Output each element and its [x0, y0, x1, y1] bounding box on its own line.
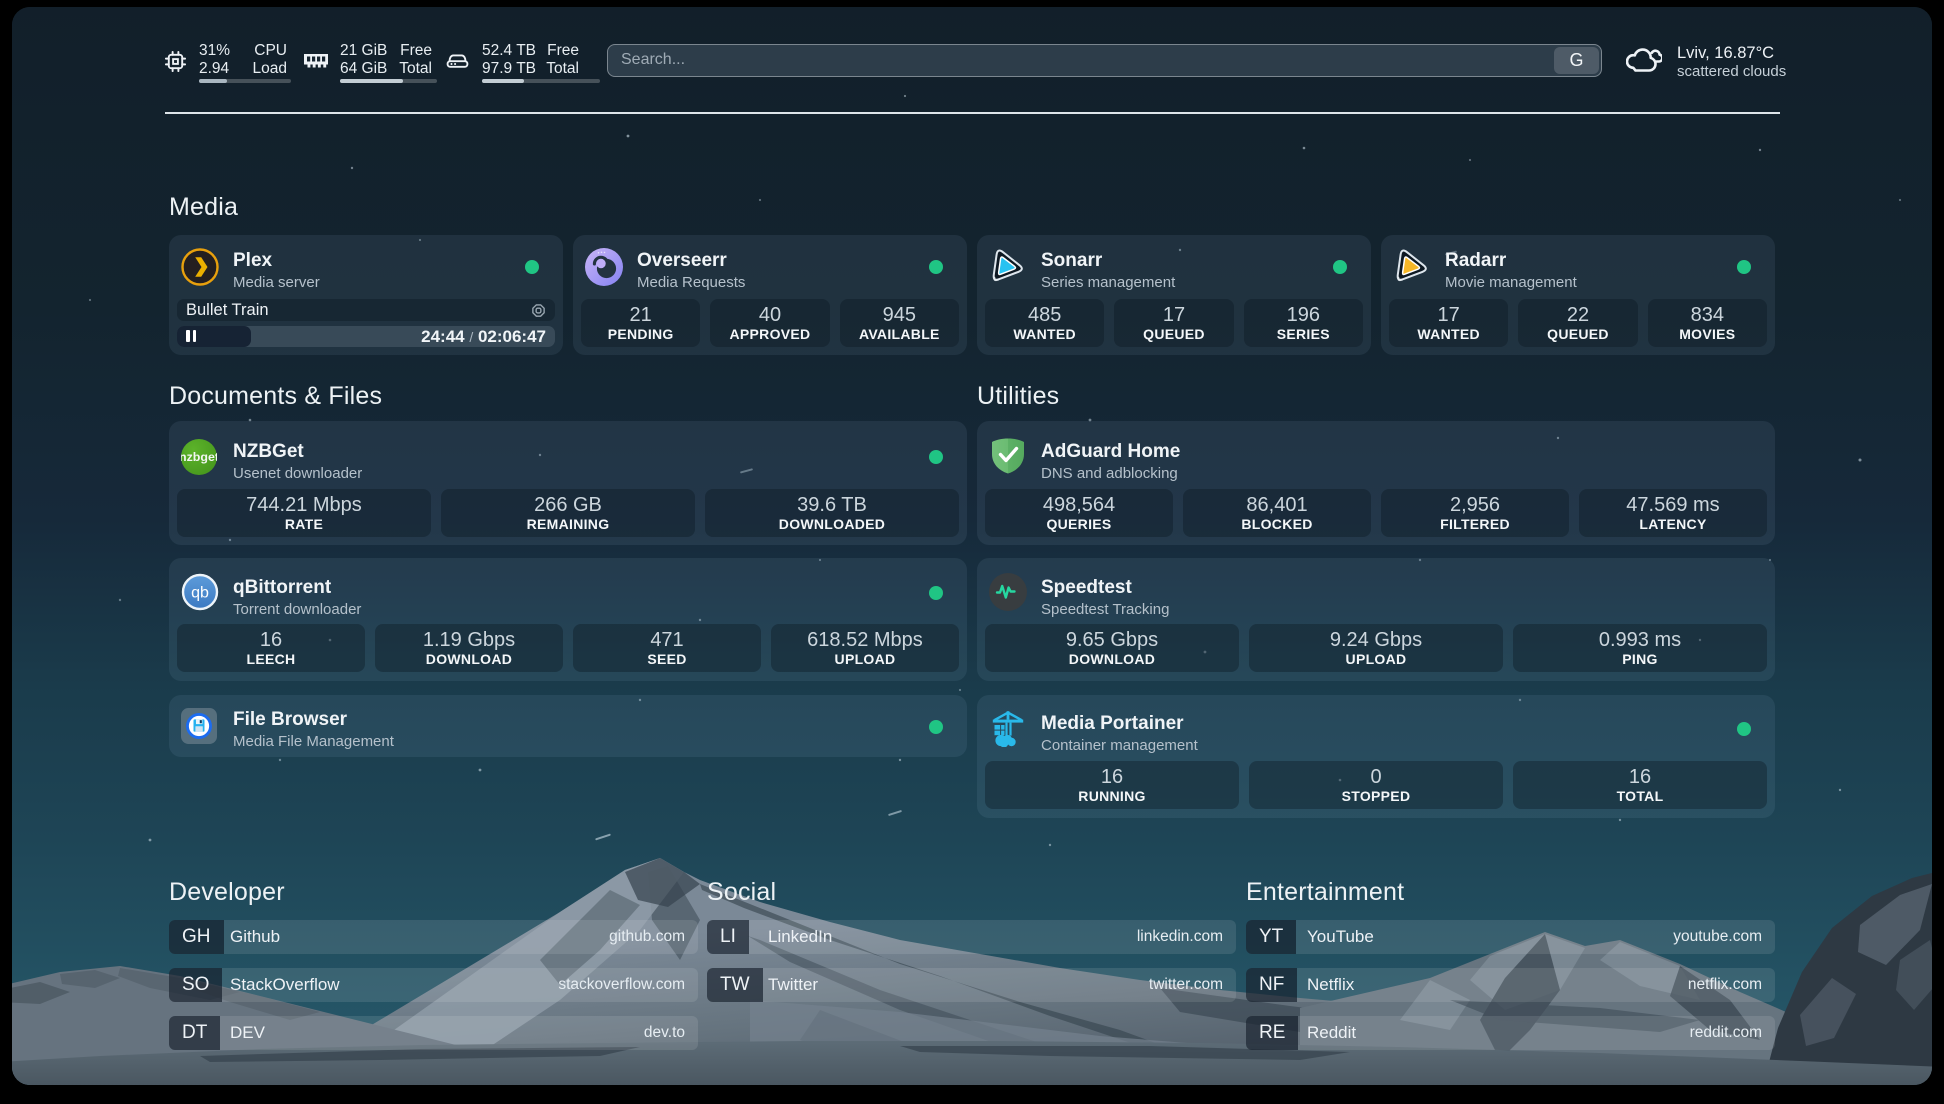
svg-text:nzbget: nzbget [181, 452, 217, 464]
svg-text:qb: qb [191, 585, 209, 602]
